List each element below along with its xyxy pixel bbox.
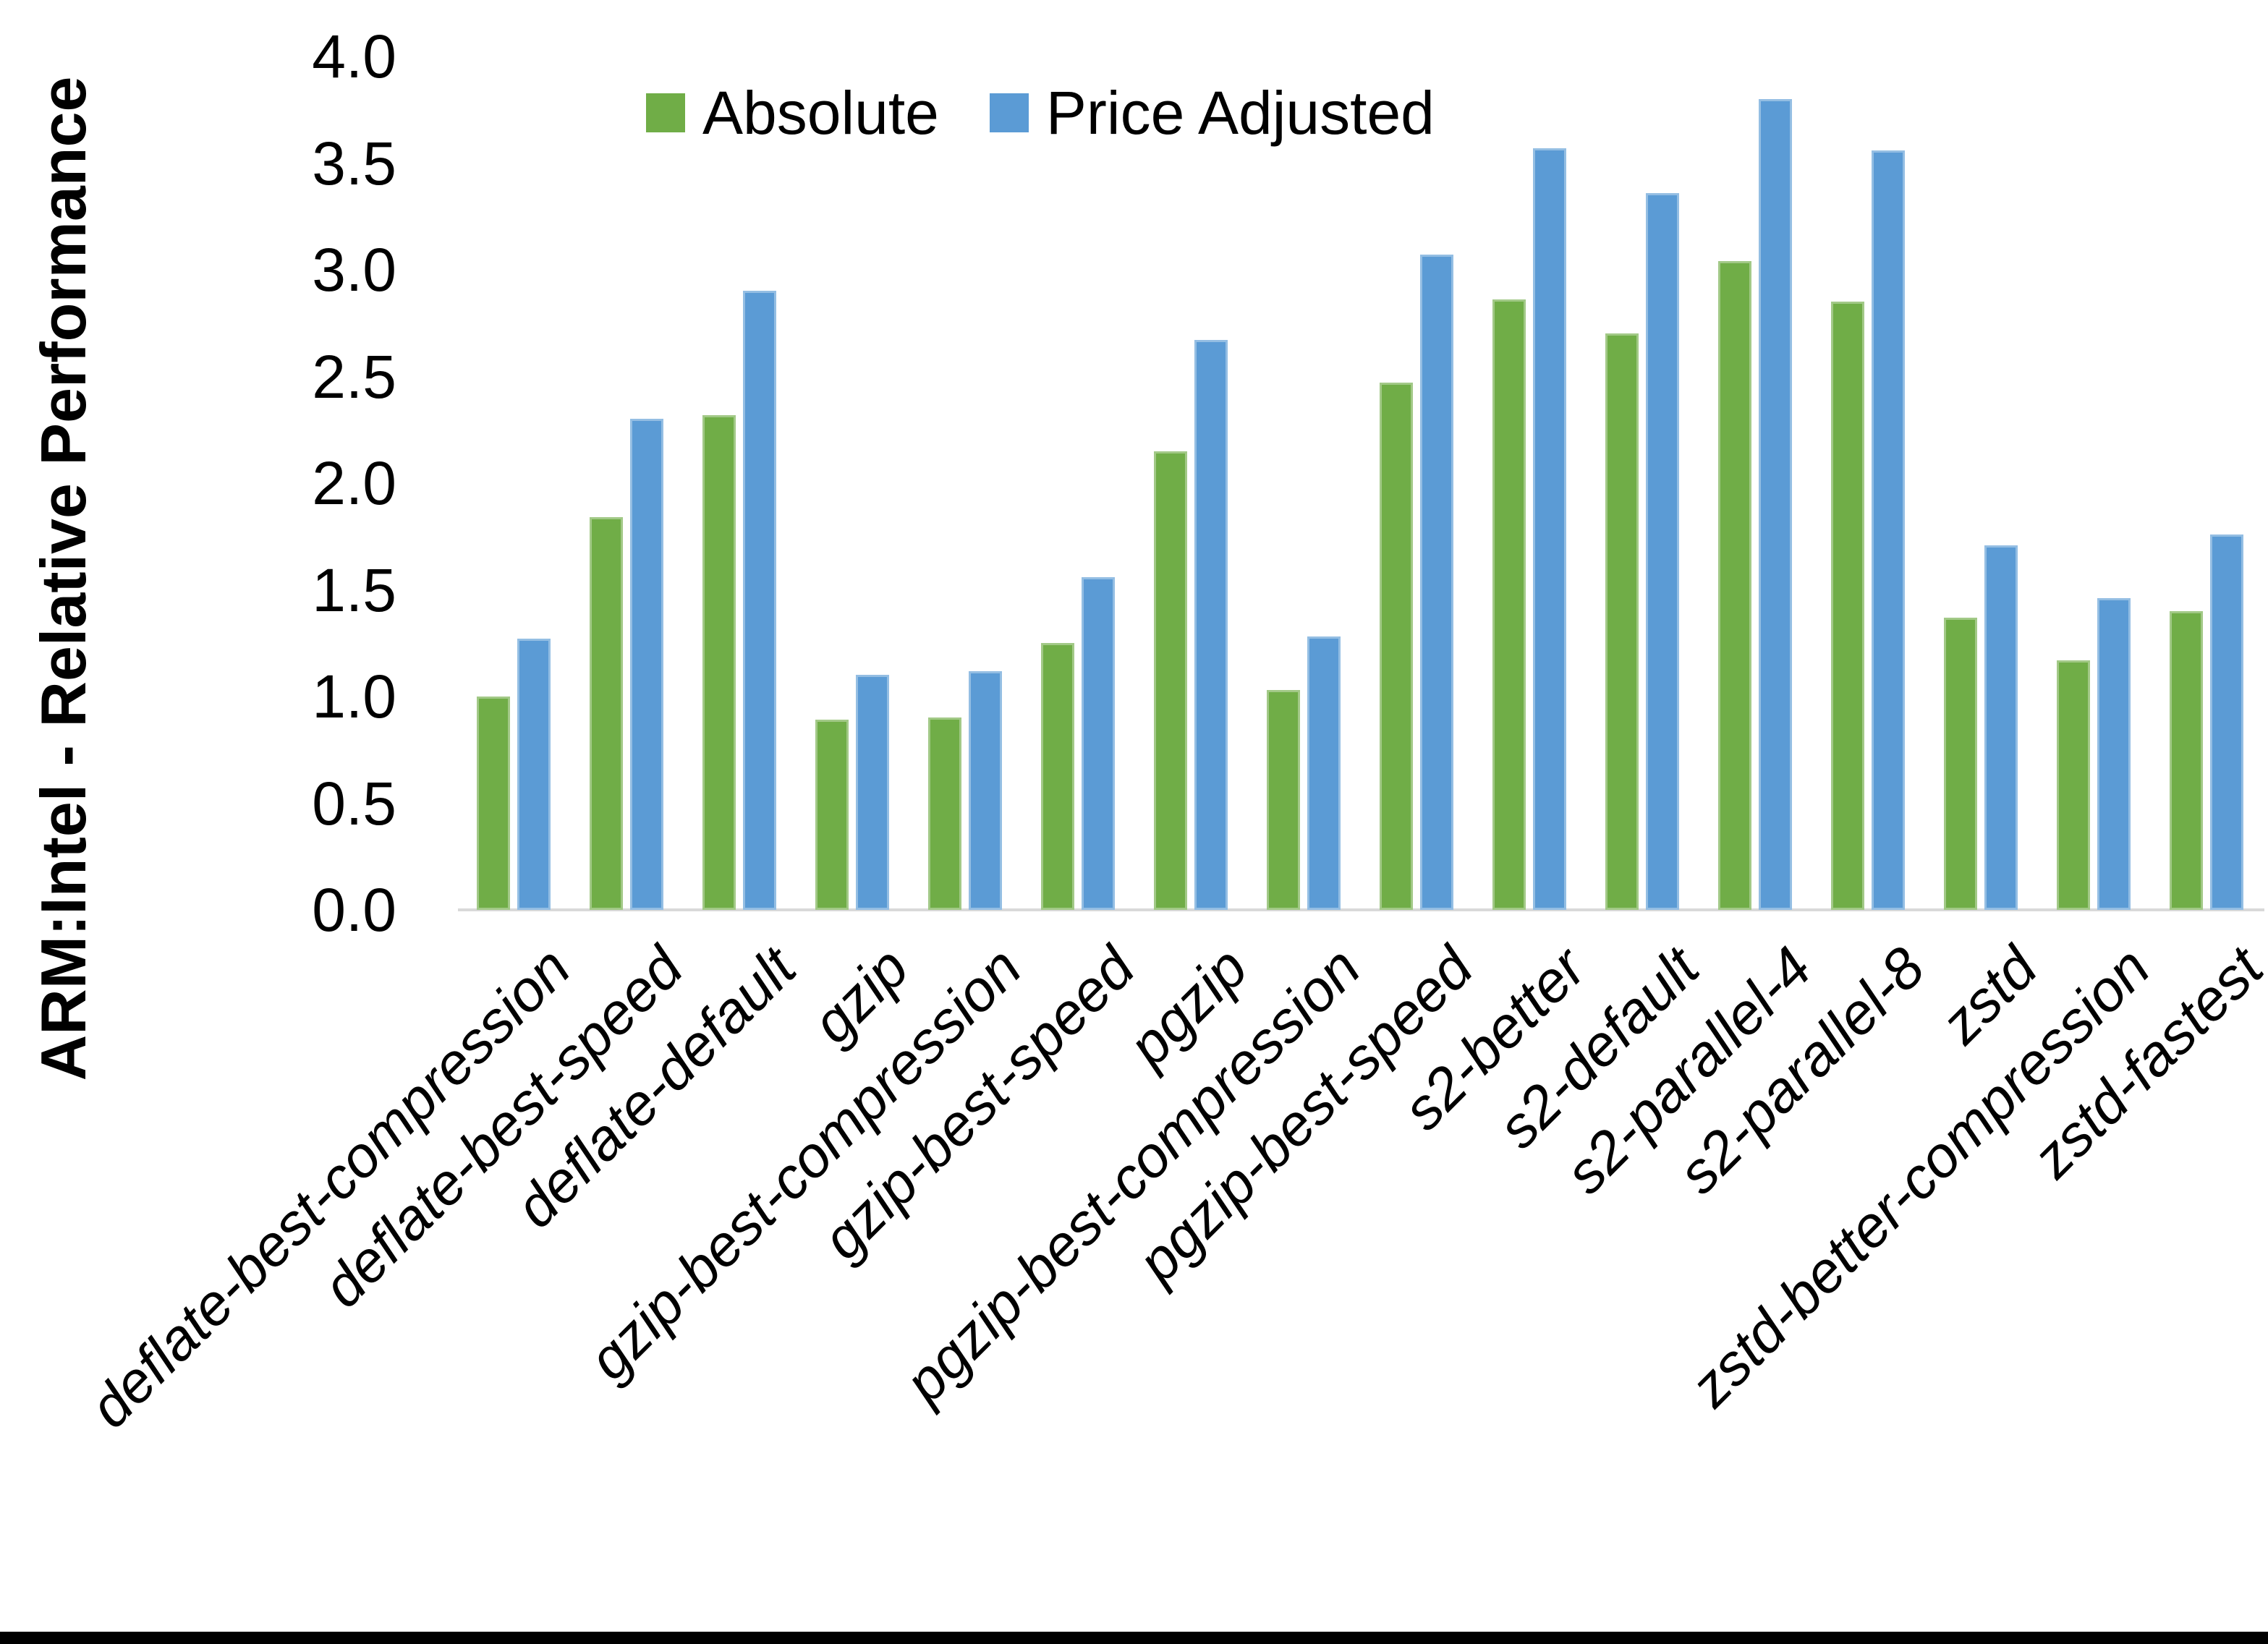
y-tick-label: 1.5 <box>312 556 396 624</box>
y-tick-label: 4.0 <box>312 22 396 90</box>
bar-absolute-zstd-fastest <box>2170 611 2203 910</box>
bar-absolute-s2-better <box>1492 299 1526 910</box>
bar-price-adjusted-gzip-best-compression <box>969 671 1002 910</box>
bottom-border <box>0 1632 2268 1644</box>
bar-absolute-s2-parallel-4 <box>1718 261 1751 910</box>
bar-price-adjusted-s2-parallel-4 <box>1759 99 1792 910</box>
bar-absolute-gzip-best-speed <box>1041 643 1074 910</box>
legend-item-price-adjusted: Price Adjusted <box>989 77 1435 149</box>
bar-absolute-deflate-best-speed <box>590 517 623 910</box>
x-axis-line <box>458 908 2264 911</box>
bar-price-adjusted-pgzip-best-compression <box>1307 636 1341 910</box>
legend-item-absolute: Absolute <box>646 77 939 149</box>
bar-absolute-gzip-best-compression <box>928 717 961 910</box>
bar-absolute-deflate-default <box>702 415 736 910</box>
bar-price-adjusted-zstd <box>1984 545 2018 910</box>
bar-price-adjusted-s2-parallel-8 <box>1872 150 1905 910</box>
legend-label: Price Adjusted <box>1045 79 1435 147</box>
bar-absolute-zstd-better-compression <box>2057 660 2090 910</box>
bar-absolute-pgzip-best-compression <box>1267 690 1300 910</box>
y-tick-label: 3.0 <box>312 236 396 304</box>
bar-price-adjusted-zstd-better-compression <box>2097 598 2131 910</box>
bar-absolute-deflate-best-compression <box>477 697 510 910</box>
legend-swatch-price-adjusted <box>989 93 1029 132</box>
bar-absolute-zstd <box>1944 618 1977 910</box>
bar-price-adjusted-deflate-default <box>743 291 776 910</box>
y-tick-label: 3.5 <box>312 129 396 197</box>
y-tick-label: 2.0 <box>312 449 396 517</box>
bar-absolute-s2-default <box>1605 333 1639 910</box>
legend-label: Absolute <box>702 79 939 147</box>
y-tick-label: 1.0 <box>312 663 396 731</box>
bar-price-adjusted-zstd-fastest <box>2210 534 2243 910</box>
legend-swatch-absolute <box>646 93 685 132</box>
y-tick-label: 2.5 <box>312 343 396 411</box>
y-axis-title: ARM:Intel - Relative Performance <box>27 76 99 1081</box>
bar-price-adjusted-gzip-best-speed <box>1082 577 1115 910</box>
y-tick-label: 0.5 <box>312 770 396 838</box>
bar-price-adjusted-pgzip <box>1194 340 1228 910</box>
bar-price-adjusted-deflate-best-compression <box>517 639 551 910</box>
bar-absolute-s2-parallel-8 <box>1831 302 1864 910</box>
y-tick-label: 0.0 <box>312 876 396 944</box>
bar-price-adjusted-deflate-best-speed <box>630 419 663 910</box>
bar-price-adjusted-s2-default <box>1646 193 1679 910</box>
bar-absolute-pgzip <box>1154 451 1187 910</box>
bar-price-adjusted-pgzip-best-speed <box>1420 255 1453 910</box>
bar-absolute-pgzip-best-speed <box>1380 383 1413 910</box>
legend: Absolute Price Adjusted <box>646 77 1435 149</box>
bar-price-adjusted-gzip <box>856 675 889 910</box>
bar-absolute-gzip <box>815 720 849 910</box>
bar-price-adjusted-s2-better <box>1533 148 1566 910</box>
